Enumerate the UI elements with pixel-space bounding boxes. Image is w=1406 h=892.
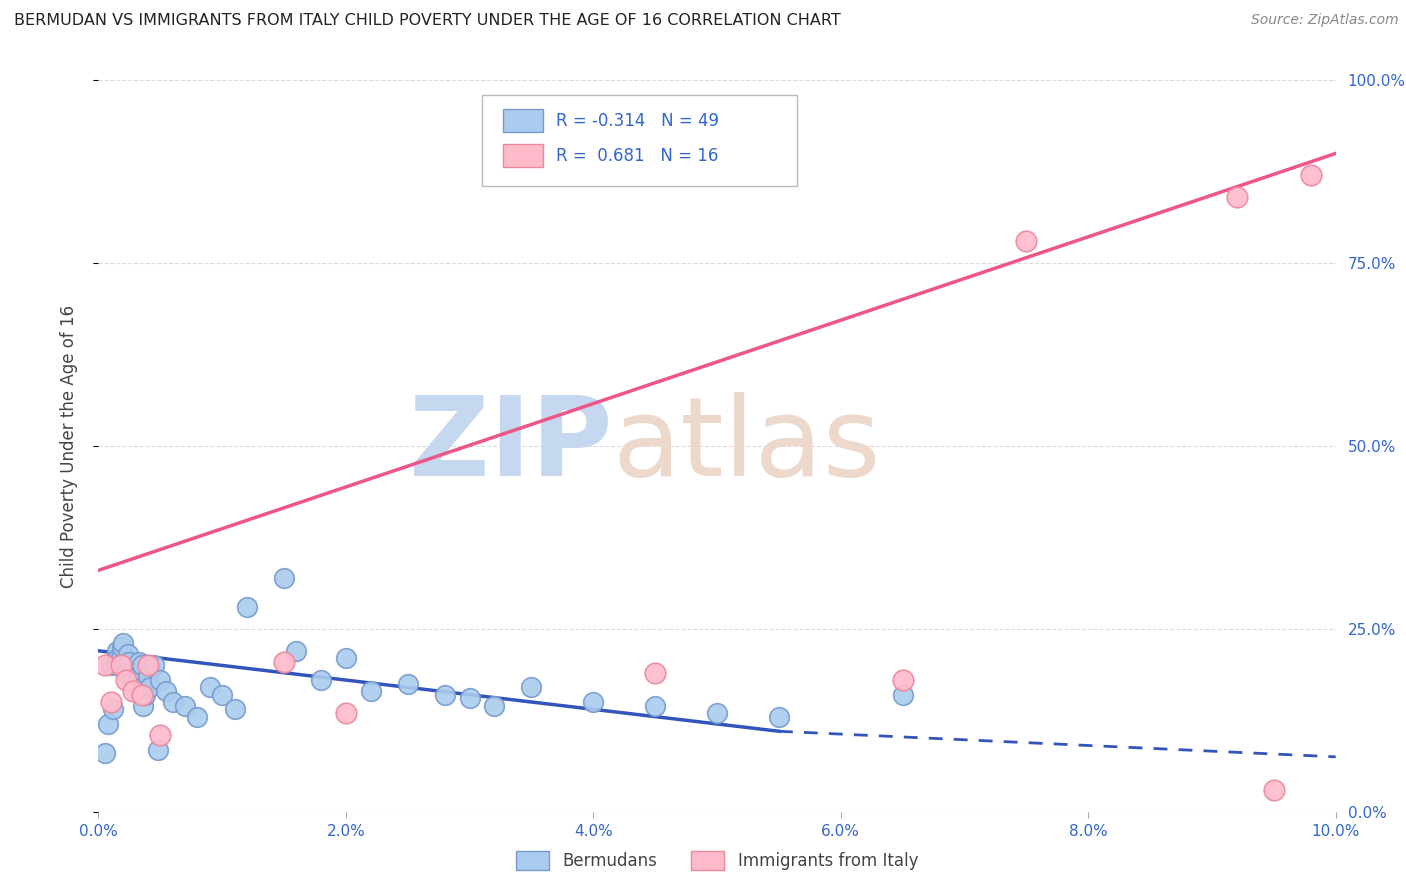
Point — [1299, 169, 1322, 183]
Point — [146, 742, 169, 756]
Point — [139, 681, 162, 695]
Point — [149, 673, 172, 687]
Point — [112, 636, 135, 650]
Point — [174, 698, 197, 713]
Bar — [503, 109, 543, 132]
Point — [121, 665, 143, 680]
Point — [309, 673, 332, 687]
Text: R = -0.314   N = 49: R = -0.314 N = 49 — [557, 112, 720, 129]
Point — [143, 658, 166, 673]
Point — [97, 717, 120, 731]
Point — [100, 695, 122, 709]
Point — [100, 658, 122, 673]
Point — [149, 728, 172, 742]
Point — [768, 709, 790, 723]
Point — [891, 688, 914, 702]
Point — [134, 688, 156, 702]
Point — [124, 676, 146, 690]
Point — [117, 648, 139, 662]
Point — [122, 684, 145, 698]
Point — [107, 651, 129, 665]
Point — [186, 709, 208, 723]
Point — [114, 665, 136, 680]
Point — [285, 644, 308, 658]
Point — [335, 706, 357, 720]
Point — [122, 673, 145, 687]
Point — [706, 706, 728, 720]
Point — [198, 681, 221, 695]
Y-axis label: Child Poverty Under the Age of 16: Child Poverty Under the Age of 16 — [59, 304, 77, 588]
Point — [236, 599, 259, 614]
Point — [110, 651, 132, 665]
FancyBboxPatch shape — [482, 95, 797, 186]
Point — [136, 669, 159, 683]
Point — [162, 695, 184, 709]
Point — [1226, 190, 1249, 204]
Point — [458, 691, 481, 706]
Point — [93, 746, 115, 760]
Point — [891, 673, 914, 687]
Text: BERMUDAN VS IMMIGRANTS FROM ITALY CHILD POVERTY UNDER THE AGE OF 16 CORRELATION : BERMUDAN VS IMMIGRANTS FROM ITALY CHILD … — [14, 13, 841, 29]
Point — [520, 681, 543, 695]
Point — [484, 698, 506, 713]
Point — [128, 655, 150, 669]
Point — [111, 640, 134, 655]
Point — [1263, 782, 1285, 797]
Point — [118, 655, 141, 669]
Text: Source: ZipAtlas.com: Source: ZipAtlas.com — [1251, 13, 1399, 28]
Point — [644, 665, 666, 680]
Bar — [503, 144, 543, 168]
Point — [335, 651, 357, 665]
Point — [132, 698, 155, 713]
Point — [360, 684, 382, 698]
Legend: Bermudans, Immigrants from Italy: Bermudans, Immigrants from Italy — [509, 844, 925, 877]
Point — [155, 684, 177, 698]
Point — [131, 658, 153, 673]
Point — [396, 676, 419, 690]
Point — [105, 644, 128, 658]
Point — [127, 662, 149, 676]
Point — [103, 702, 125, 716]
Point — [136, 658, 159, 673]
Point — [273, 571, 295, 585]
Point — [131, 688, 153, 702]
Point — [104, 658, 127, 673]
Point — [433, 688, 456, 702]
Text: R =  0.681   N = 16: R = 0.681 N = 16 — [557, 146, 718, 165]
Point — [644, 698, 666, 713]
Point — [211, 688, 233, 702]
Text: ZIP: ZIP — [409, 392, 612, 500]
Point — [224, 702, 246, 716]
Point — [1015, 234, 1038, 248]
Point — [273, 655, 295, 669]
Point — [93, 658, 115, 673]
Point — [582, 695, 605, 709]
Point — [114, 673, 136, 687]
Point — [110, 658, 132, 673]
Text: atlas: atlas — [612, 392, 880, 500]
